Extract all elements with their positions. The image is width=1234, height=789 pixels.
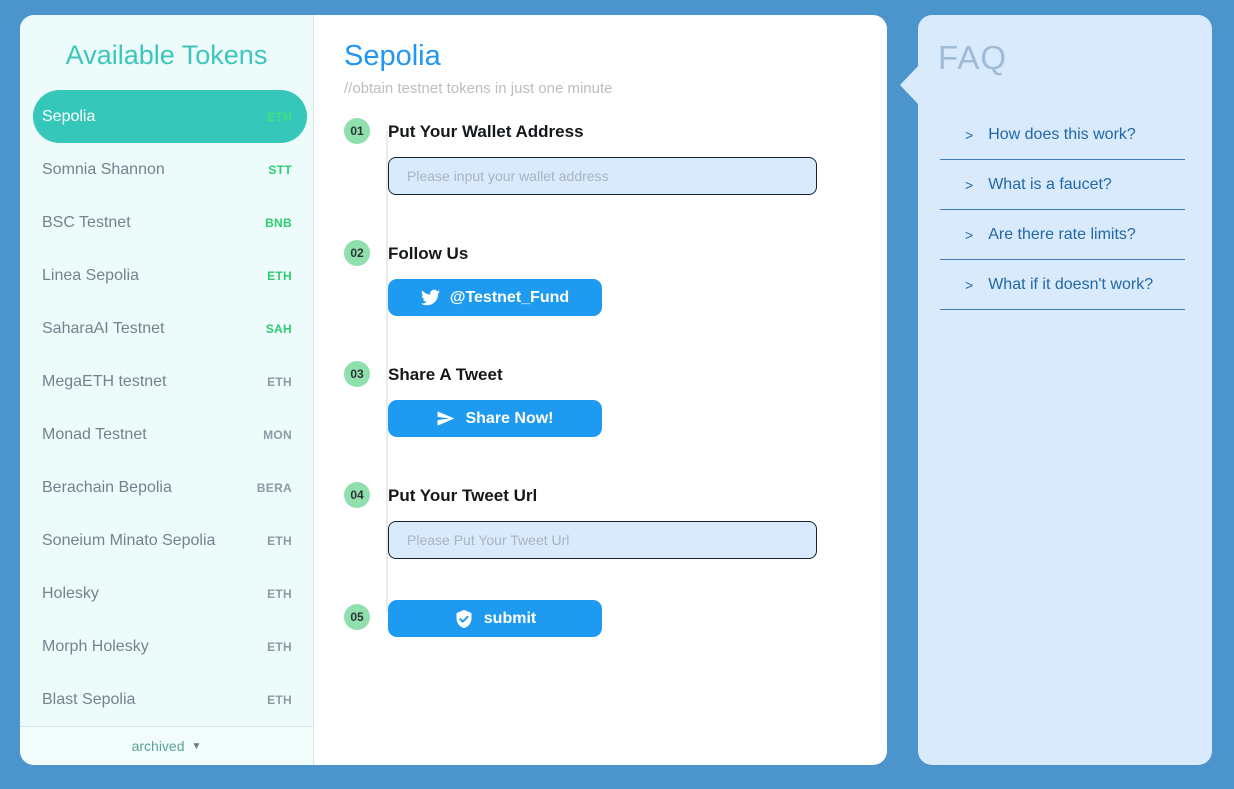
faq-item[interactable]: > What is a faucet? <box>940 160 1185 210</box>
token-list-item[interactable]: Soneium Minato Sepolia ETH <box>33 514 307 567</box>
page-subtitle: //obtain testnet tokens in just one minu… <box>344 80 613 97</box>
submit-label: submit <box>483 609 537 627</box>
token-list: Sepolia ETH Somnia Shannon STT BSC Testn… <box>20 90 313 726</box>
steps: 01 Put Your Wallet Address 02 Follow Us <box>344 118 887 637</box>
token-list-item[interactable]: Sepolia ETH <box>33 90 307 143</box>
token-symbol: ETH <box>267 109 292 124</box>
follow-twitter-label: @Testnet_Fund <box>449 288 570 306</box>
token-name: Monad Testnet <box>42 425 147 443</box>
step-follow-us: 02 Follow Us @Testnet_Fund <box>344 240 887 316</box>
chevron-right-icon: > <box>965 126 974 143</box>
token-symbol: ETH <box>267 692 292 707</box>
token-name: Linea Sepolia <box>42 266 139 284</box>
token-list-item[interactable]: Holesky ETH <box>33 567 307 620</box>
token-name: Blast Sepolia <box>42 690 136 708</box>
faq-question: What is a faucet? <box>988 175 1112 193</box>
faq-item[interactable]: > How does this work? <box>940 110 1185 160</box>
token-name: Berachain Bepolia <box>42 478 172 496</box>
chevron-right-icon: > <box>965 276 974 293</box>
token-symbol: MON <box>263 427 292 442</box>
token-name: Somnia Shannon <box>42 160 165 178</box>
step-number-badge: 05 <box>344 604 370 630</box>
token-name: MegaETH testnet <box>42 372 167 390</box>
submit-button[interactable]: submit <box>388 600 602 637</box>
follow-twitter-button[interactable]: @Testnet_Fund <box>388 279 602 316</box>
chevron-right-icon: > <box>965 176 974 193</box>
faq-item[interactable]: > What if it doesn't work? <box>940 260 1185 310</box>
token-name: Holesky <box>42 584 99 602</box>
token-list-item[interactable]: Berachain Bepolia BERA <box>33 461 307 514</box>
token-symbol: ETH <box>267 586 292 601</box>
wallet-address-input[interactable] <box>388 157 817 195</box>
step-share-tweet: 03 Share A Tweet Share Now! <box>344 361 887 437</box>
faq-list: > How does this work? > What is a faucet… <box>940 110 1185 310</box>
token-symbol: ETH <box>267 374 292 389</box>
faq-question: How does this work? <box>988 125 1136 143</box>
token-list-item[interactable]: Morph Holesky ETH <box>33 620 307 673</box>
sidebar-title: Available Tokens <box>65 40 268 70</box>
tweet-url-input[interactable] <box>388 521 817 559</box>
step-title: Follow Us <box>388 244 469 263</box>
token-name: SaharaAI Testnet <box>42 319 165 337</box>
twitter-icon <box>420 288 440 307</box>
token-name: Soneium Minato Sepolia <box>42 531 216 549</box>
shield-check-icon <box>454 609 474 629</box>
token-symbol: ETH <box>267 533 292 548</box>
step-wallet-address: 01 Put Your Wallet Address <box>344 118 887 195</box>
share-now-label: Share Now! <box>465 409 554 427</box>
step-submit: 05 submit <box>344 600 887 637</box>
step-number-badge: 02 <box>344 240 370 266</box>
step-title: Put Your Wallet Address <box>388 122 584 141</box>
token-sidebar: Available Tokens Sepolia ETH Somnia Shan… <box>20 15 314 765</box>
faq-question: Are there rate limits? <box>988 225 1136 243</box>
token-name: BSC Testnet <box>42 213 131 231</box>
page-title: Sepolia <box>344 40 441 72</box>
token-symbol: BNB <box>265 215 292 230</box>
step-title: Share A Tweet <box>388 365 503 384</box>
token-list-item[interactable]: Monad Testnet MON <box>33 408 307 461</box>
token-symbol: BERA <box>256 480 292 495</box>
token-symbol: ETH <box>267 268 292 283</box>
step-number-badge: 04 <box>344 482 370 508</box>
token-name: Morph Holesky <box>42 637 149 655</box>
token-symbol: SAH <box>265 321 292 336</box>
chevron-right-icon: > <box>965 226 974 243</box>
step-number-badge: 03 <box>344 361 370 387</box>
token-list-item[interactable]: MegaETH testnet ETH <box>33 355 307 408</box>
archived-label: archived <box>131 738 185 754</box>
token-list-item[interactable]: Linea Sepolia ETH <box>33 249 307 302</box>
faq-title: FAQ <box>938 39 1008 76</box>
token-list-item[interactable]: BSC Testnet BNB <box>33 196 307 249</box>
share-now-button[interactable]: Share Now! <box>388 400 602 437</box>
step-number-badge: 01 <box>344 118 370 144</box>
token-symbol: STT <box>268 162 292 177</box>
faq-item[interactable]: > Are there rate limits? <box>940 210 1185 260</box>
token-list-item[interactable]: SaharaAI Testnet SAH <box>33 302 307 355</box>
faq-panel: FAQ > How does this work? > What is a fa… <box>900 15 1212 765</box>
faucet-card: Available Tokens Sepolia ETH Somnia Shan… <box>20 15 887 765</box>
token-list-item[interactable]: Somnia Shannon STT <box>33 143 307 196</box>
faq-question: What if it doesn't work? <box>988 275 1154 293</box>
token-list-item[interactable]: Blast Sepolia ETH <box>33 673 307 726</box>
archived-toggle[interactable]: archived ▼ <box>20 726 313 765</box>
step-tweet-url: 04 Put Your Tweet Url <box>344 482 887 559</box>
send-icon <box>436 409 455 428</box>
token-symbol: ETH <box>267 639 292 654</box>
faucet-main: Sepolia //obtain testnet tokens in just … <box>314 15 887 765</box>
chevron-down-icon: ▼ <box>191 740 202 752</box>
token-name: Sepolia <box>42 107 96 125</box>
step-title: Put Your Tweet Url <box>388 486 538 505</box>
